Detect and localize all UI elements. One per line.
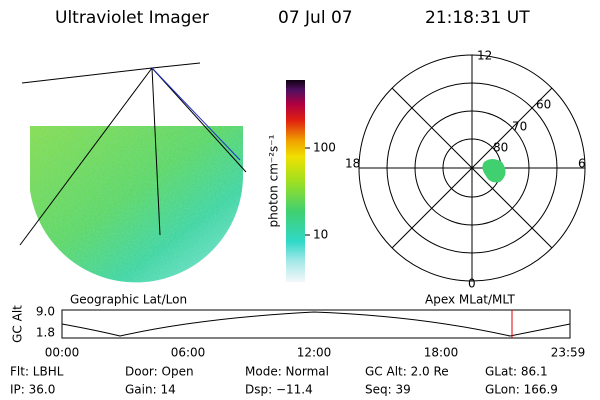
uv-image bbox=[19, 62, 247, 283]
y-label: GC Alt bbox=[11, 305, 25, 343]
info: Flt: LBHL Door: Open Mode: Normal GC Alt… bbox=[10, 365, 558, 397]
mlat-label: 80 bbox=[493, 141, 508, 155]
info-item: Door: Open bbox=[125, 365, 194, 379]
mlt-label: 0 bbox=[468, 277, 476, 291]
info-item: IP: 36.0 bbox=[10, 383, 55, 397]
y-tick-label: 9.0 bbox=[36, 305, 55, 319]
time-tick: 23:59 bbox=[551, 346, 586, 360]
y-tick-label: 1.8 bbox=[36, 326, 55, 340]
time-tick: 00:00 bbox=[45, 346, 80, 360]
mlt-label: 6 bbox=[578, 157, 586, 171]
colorbar: 100 10 photon cm⁻²s⁻¹ bbox=[267, 80, 336, 282]
info-item: Dsp: −11.4 bbox=[245, 383, 313, 397]
orbit-plot: Geographic Lat/Lon Apex MLat/MLT 9.0 1.8… bbox=[11, 293, 586, 360]
colorbar-tick: 100 bbox=[313, 141, 336, 155]
time-tick: 18:00 bbox=[424, 346, 459, 360]
date: 07 Jul 07 bbox=[278, 8, 353, 28]
colorbar-tick: 10 bbox=[313, 228, 328, 242]
info-item: GLat: 86.1 bbox=[485, 365, 548, 379]
info-item: GC Alt: 2.0 Re bbox=[365, 365, 449, 379]
time-tick: 12:00 bbox=[297, 346, 332, 360]
time: 21:18:31 UT bbox=[425, 8, 530, 28]
colorbar-label: photon cm⁻²s⁻¹ bbox=[267, 134, 281, 227]
info-item: GLon: 166.9 bbox=[485, 383, 558, 397]
orbit-left-title: Geographic Lat/Lon bbox=[70, 293, 187, 307]
info-item: Seq: 39 bbox=[365, 383, 411, 397]
polar-plot: 12 18 6 0 60 70 80 bbox=[345, 49, 586, 291]
info-item: Flt: LBHL bbox=[10, 365, 64, 379]
mlat-label: 70 bbox=[512, 120, 527, 134]
mlat-label: 60 bbox=[536, 98, 551, 112]
info-item: Mode: Normal bbox=[245, 365, 329, 379]
mlt-label: 18 bbox=[345, 157, 360, 171]
time-tick: 06:00 bbox=[171, 346, 206, 360]
info-item: Gain: 14 bbox=[125, 383, 176, 397]
instrument: Ultraviolet Imager bbox=[55, 8, 209, 28]
mlt-label: 12 bbox=[477, 49, 492, 63]
orbit-right-title: Apex MLat/MLT bbox=[425, 293, 515, 307]
